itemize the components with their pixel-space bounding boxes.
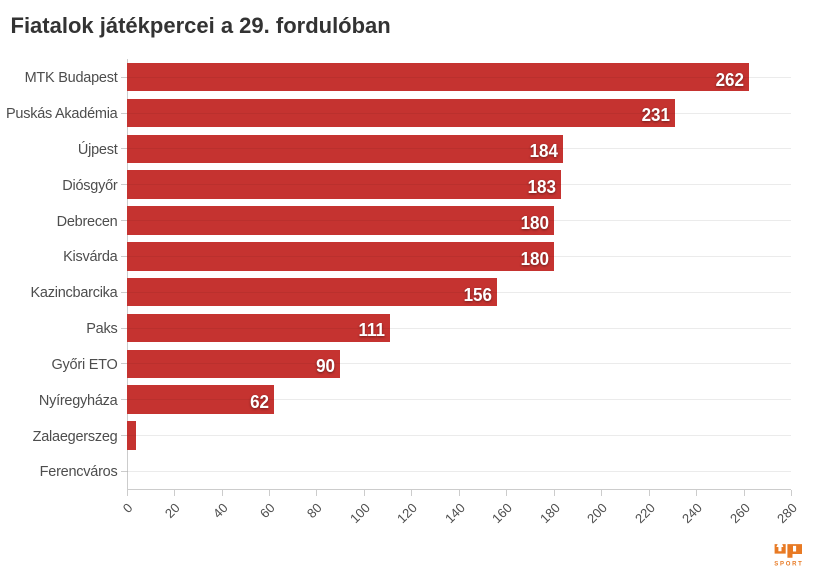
svg-text:SPORT: SPORT: [774, 561, 803, 567]
